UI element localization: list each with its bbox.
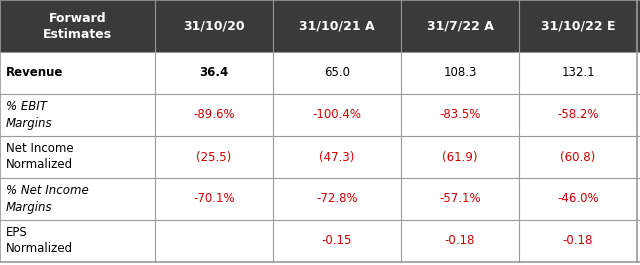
Text: -89.6%: -89.6% xyxy=(193,108,235,121)
Text: Forward
Estimates: Forward Estimates xyxy=(43,11,112,41)
Text: -72.8%: -72.8% xyxy=(316,192,358,205)
Text: 65.0: 65.0 xyxy=(324,67,350,80)
Bar xyxy=(0,136,640,178)
Text: Revenue: Revenue xyxy=(6,67,63,80)
Text: Net Income
Normalized: Net Income Normalized xyxy=(6,143,74,171)
Text: -70.1%: -70.1% xyxy=(193,192,235,205)
Text: % EBIT
Margins: % EBIT Margins xyxy=(6,100,52,130)
Text: % Net Income
Margins: % Net Income Margins xyxy=(6,184,89,214)
Text: -83.5%: -83.5% xyxy=(439,108,481,121)
Text: -57.1%: -57.1% xyxy=(439,192,481,205)
Text: 31/10/22 E: 31/10/22 E xyxy=(541,20,615,33)
Text: -46.0%: -46.0% xyxy=(557,192,599,205)
Text: -0.18: -0.18 xyxy=(445,235,475,248)
Text: -0.18: -0.18 xyxy=(563,235,593,248)
Text: (60.8): (60.8) xyxy=(561,151,596,164)
Text: 31/10/20: 31/10/20 xyxy=(183,20,245,33)
Text: (25.5): (25.5) xyxy=(196,151,232,164)
Text: 36.4: 36.4 xyxy=(200,67,228,80)
Text: 132.1: 132.1 xyxy=(561,67,595,80)
Bar xyxy=(0,178,640,220)
Bar xyxy=(0,52,640,94)
Bar xyxy=(0,94,640,136)
Text: -100.4%: -100.4% xyxy=(312,108,362,121)
Text: EPS
Normalized: EPS Normalized xyxy=(6,227,73,255)
Text: 108.3: 108.3 xyxy=(444,67,477,80)
Text: -0.15: -0.15 xyxy=(322,235,352,248)
Bar xyxy=(0,0,640,52)
Text: 31/7/22 A: 31/7/22 A xyxy=(427,20,493,33)
Text: (61.9): (61.9) xyxy=(442,151,477,164)
Bar xyxy=(0,220,640,262)
Text: -58.2%: -58.2% xyxy=(557,108,599,121)
Text: 31/10/21 A: 31/10/21 A xyxy=(299,20,375,33)
Text: (47.3): (47.3) xyxy=(319,151,355,164)
